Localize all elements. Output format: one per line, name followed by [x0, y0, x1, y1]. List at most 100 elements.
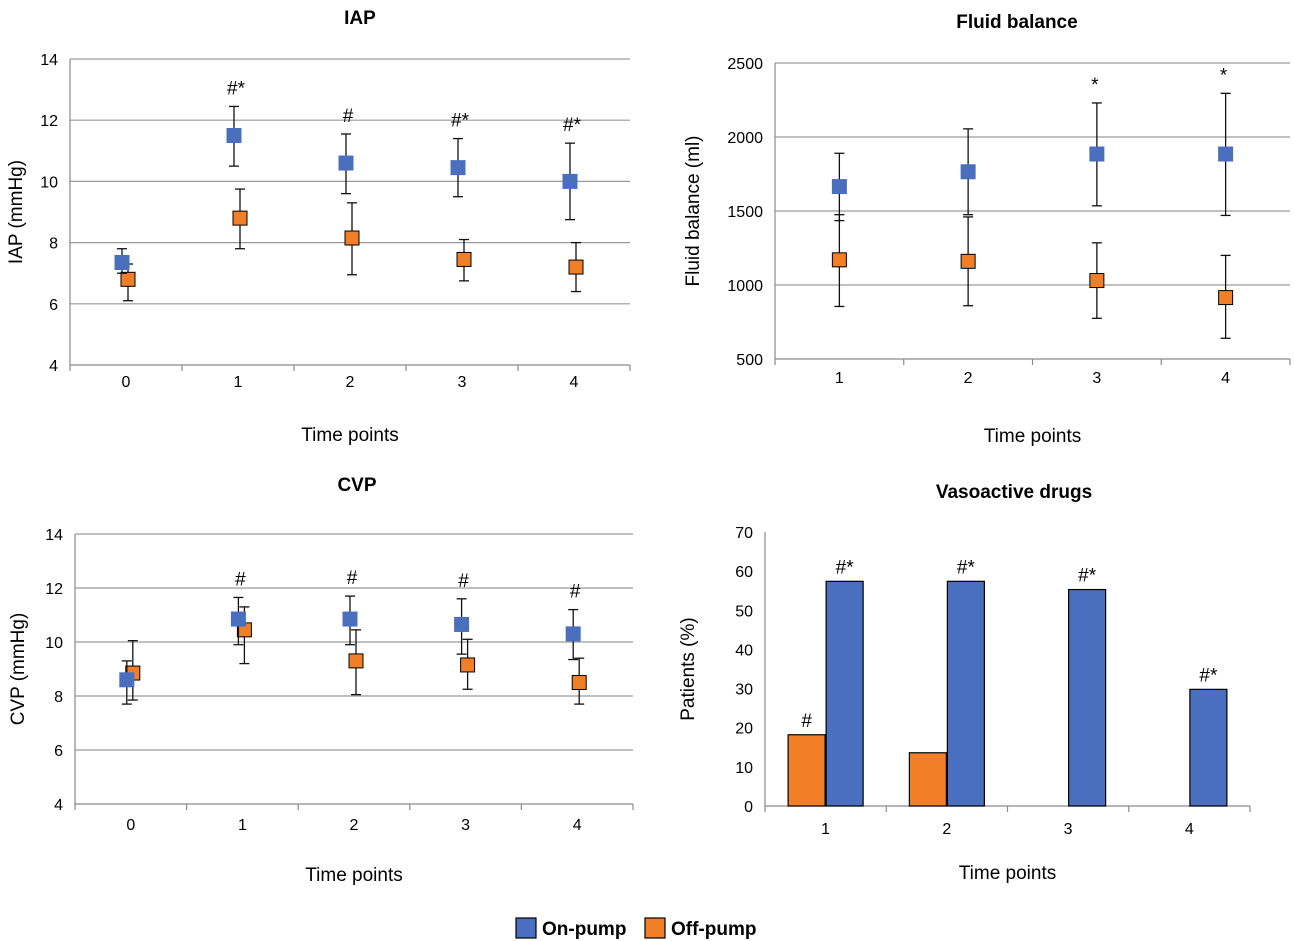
bar-off-pump	[787, 734, 826, 807]
significance-label: #*	[1078, 566, 1097, 587]
y-tick-label: 50	[735, 603, 753, 620]
chart-title: CVP	[337, 475, 376, 496]
point-off-pump	[571, 675, 587, 690]
y-tick-label: 500	[736, 352, 763, 369]
significance-label: #	[458, 571, 469, 592]
significance-label: #*	[451, 111, 470, 132]
y-tick-label: 12	[45, 581, 63, 598]
significance-label: #*	[1199, 665, 1218, 686]
x-tick-label: 4	[573, 817, 582, 834]
significance-label: #*	[957, 557, 976, 578]
bar-on-pump	[1189, 688, 1228, 807]
y-tick-label: 20	[735, 721, 753, 738]
point-off-pump	[120, 271, 136, 287]
significance-label: #	[343, 106, 354, 127]
legend: On-pump Off-pump	[515, 917, 756, 940]
legend-label: On-pump	[542, 919, 626, 940]
x-tick-label: 4	[570, 374, 579, 391]
x-tick-label: 1	[821, 821, 830, 838]
point-on-pump	[960, 164, 976, 180]
x-tick-label: 3	[458, 374, 467, 391]
y-tick-label: 10	[735, 760, 753, 777]
point-on-pump	[454, 616, 470, 632]
x-tick-label: 2	[346, 374, 355, 391]
x-tick-label: 4	[1185, 821, 1194, 838]
bar-on-pump	[825, 580, 864, 807]
point-on-pump	[338, 155, 354, 171]
y-tick-label: 4	[49, 358, 58, 375]
x-tick-label: 2	[350, 817, 359, 834]
x-axis-title: Time points	[959, 863, 1057, 884]
point-off-pump	[1218, 290, 1234, 306]
x-tick-label: 1	[234, 374, 243, 391]
y-axis-title: CVP (mmHg)	[8, 613, 29, 726]
significance-label: #	[347, 568, 358, 589]
significance-label: #*	[836, 557, 855, 578]
legend-label: Off-pump	[671, 919, 756, 940]
point-on-pump	[1089, 146, 1105, 162]
point-on-pump	[562, 173, 578, 189]
point-on-pump	[1218, 146, 1234, 162]
significance-label: #	[801, 711, 812, 732]
significance-label: *	[1091, 75, 1099, 96]
point-off-pump	[344, 230, 360, 246]
x-tick-label: 0	[122, 374, 131, 391]
point-on-pump	[565, 626, 581, 642]
y-axis-title: Patients (%)	[678, 617, 699, 720]
bar-off-pump	[908, 752, 947, 807]
point-on-pump	[119, 672, 135, 688]
chart-title: Vasoactive drugs	[936, 482, 1092, 503]
point-off-pump	[831, 252, 847, 268]
point-on-pump	[831, 179, 847, 195]
y-tick-label: 70	[735, 525, 753, 542]
x-tick-label: 0	[126, 817, 135, 834]
significance-label: *	[1220, 65, 1228, 86]
point-off-pump	[456, 251, 472, 267]
y-tick-label: 14	[40, 52, 58, 69]
y-tick-label: 12	[40, 113, 58, 130]
legend-swatch-on-pump	[515, 917, 537, 939]
legend-swatch-off-pump	[644, 917, 666, 939]
x-axis-title: Time points	[984, 426, 1082, 447]
x-tick-label: 1	[835, 370, 844, 387]
y-tick-label: 2500	[727, 56, 763, 73]
point-off-pump	[568, 259, 584, 275]
y-tick-label: 6	[54, 743, 63, 760]
x-tick-label: 4	[1221, 370, 1230, 387]
x-tick-label: 3	[1064, 821, 1073, 838]
y-tick-label: 60	[735, 564, 753, 581]
chart-vaso: Vasoactive drugs 0 10 20 30 40 50 60 70 1 2 3 4 Time …	[678, 482, 1251, 884]
significance-label: #	[570, 582, 581, 603]
x-tick-label: 3	[461, 817, 470, 834]
y-tick-label: 1000	[727, 278, 763, 295]
y-tick-label: 4	[54, 797, 63, 814]
y-tick-label: 10	[45, 635, 63, 652]
y-tick-label: 10	[40, 174, 58, 191]
y-axis-title: Fluid balance (ml)	[683, 136, 704, 287]
bar-on-pump	[946, 580, 985, 807]
chart-title: Fluid balance	[956, 12, 1077, 33]
point-on-pump	[342, 611, 358, 627]
y-tick-label: 30	[735, 682, 753, 699]
x-axis-title: Time points	[305, 865, 403, 886]
x-tick-label: 3	[1092, 370, 1101, 387]
y-tick-label: 40	[735, 642, 753, 659]
x-tick-label: 1	[238, 817, 247, 834]
significance-label: #*	[227, 78, 246, 99]
y-axis-title: IAP (mmHg)	[6, 160, 27, 264]
y-tick-label: 8	[54, 689, 63, 706]
y-tick-label: 1500	[727, 204, 763, 221]
point-off-pump	[1089, 273, 1105, 289]
bar-on-pump	[1068, 588, 1107, 807]
chart-fluid: Fluid balance 500 1000 1500 2000 2500 1 2 3 4 Time…	[683, 12, 1291, 447]
point-off-pump	[348, 653, 364, 669]
x-tick-label: 2	[964, 370, 973, 387]
point-on-pump	[226, 128, 242, 143]
significance-label: #	[235, 569, 246, 590]
significance-label: #*	[563, 115, 582, 136]
y-tick-label: 6	[49, 297, 58, 314]
y-tick-label: 14	[45, 527, 63, 544]
